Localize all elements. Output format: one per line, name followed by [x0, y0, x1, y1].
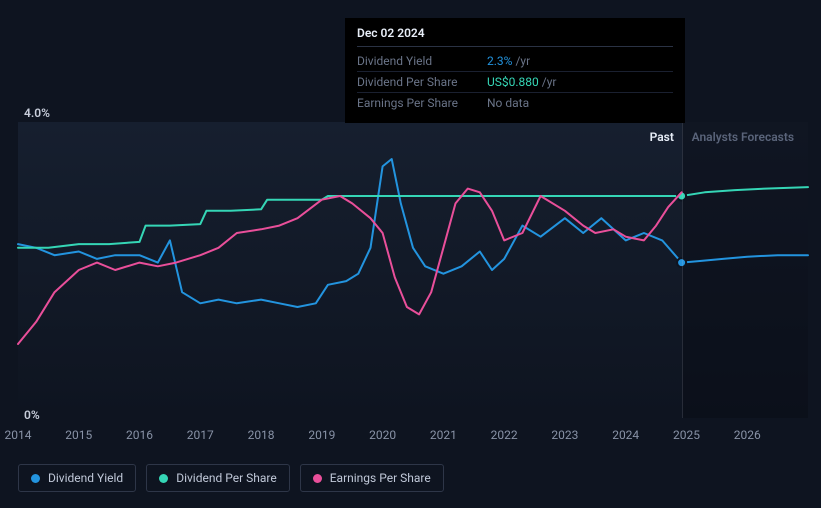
x-axis-tick: 2021 — [430, 428, 457, 442]
tooltip-date: Dec 02 2024 — [357, 26, 673, 47]
x-axis-tick: 2023 — [551, 428, 578, 442]
x-axis-tick: 2024 — [612, 428, 639, 442]
series-line — [18, 189, 682, 344]
legend-item[interactable]: Earnings Per Share — [300, 464, 444, 492]
legend-dot — [313, 474, 322, 483]
chart-lines-svg — [18, 122, 808, 418]
tooltip-row-label: Dividend Per Share — [357, 75, 487, 89]
chart-tooltip: Dec 02 2024 Dividend Yield2.3%/yrDividen… — [345, 18, 685, 123]
y-axis-label-top: 4.0% — [24, 106, 50, 120]
legend-item[interactable]: Dividend Per Share — [146, 464, 290, 492]
x-axis-tick: 2019 — [308, 428, 335, 442]
x-axis-tick: 2018 — [248, 428, 275, 442]
series-line — [18, 159, 808, 307]
x-axis: 2014201520162017201820192020202120222023… — [18, 428, 808, 448]
forecast-period-label: Analysts Forecasts — [692, 130, 794, 144]
x-axis-tick: 2017 — [187, 428, 214, 442]
series-line — [18, 187, 808, 248]
legend-dot — [31, 474, 40, 483]
x-axis-tick: 2016 — [126, 428, 153, 442]
x-axis-tick: 2015 — [65, 428, 92, 442]
legend-label: Earnings Per Share — [330, 471, 431, 485]
tooltip-row-label: Dividend Yield — [357, 54, 487, 68]
chart-legend: Dividend Yield Dividend Per Share Earnings… — [18, 464, 444, 492]
legend-label: Dividend Yield — [48, 471, 123, 485]
tooltip-row: Dividend Per ShareUS$0.880/yr — [357, 72, 673, 93]
x-axis-tick: 2022 — [491, 428, 518, 442]
tooltip-row-value: US$0.880 — [487, 75, 539, 89]
past-period-label: Past — [650, 130, 674, 144]
tooltip-row: Dividend Yield2.3%/yr — [357, 51, 673, 72]
x-axis-tick: 2025 — [673, 428, 700, 442]
past-forecast-divider — [682, 122, 683, 418]
legend-item[interactable]: Dividend Yield — [18, 464, 136, 492]
tooltip-row: Earnings Per ShareNo data — [357, 93, 673, 113]
tooltip-row-suffix: /yr — [515, 54, 530, 68]
chart-plot-area: 4.0% 0% — [18, 108, 808, 418]
tooltip-row-value: 2.3% — [487, 54, 512, 68]
x-axis-tick: 2026 — [734, 428, 761, 442]
tooltip-row-suffix: /yr — [542, 75, 557, 89]
y-axis-label-bottom: 0% — [24, 408, 40, 422]
tooltip-row-value: No data — [487, 96, 529, 110]
x-axis-tick: 2014 — [5, 428, 32, 442]
legend-dot — [159, 474, 168, 483]
legend-label: Dividend Per Share — [176, 471, 277, 485]
tooltip-row-label: Earnings Per Share — [357, 96, 487, 110]
x-axis-tick: 2020 — [369, 428, 396, 442]
